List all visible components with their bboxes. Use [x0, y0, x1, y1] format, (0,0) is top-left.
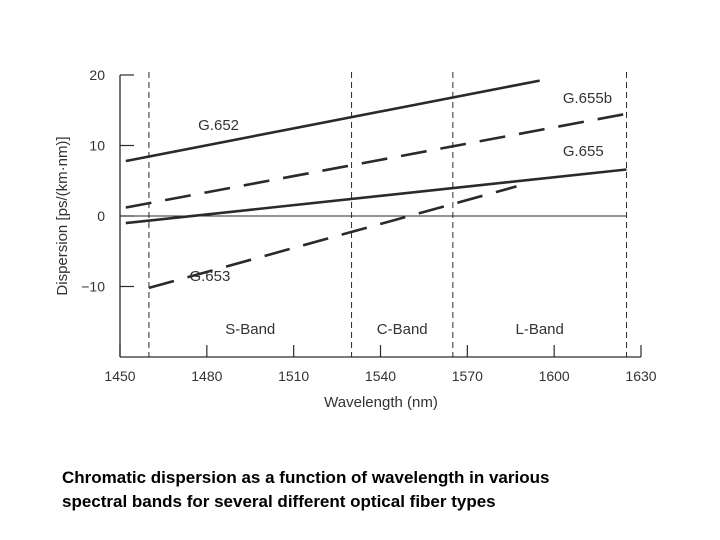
series-line-g655b	[125, 112, 627, 209]
x-tick-label: 1630	[625, 368, 656, 384]
caption-line-2: spectral bands for several different opt…	[62, 492, 496, 511]
y-tick-label: 20	[89, 67, 105, 83]
caption-line-1: Chromatic dispersion as a function of wa…	[62, 468, 550, 487]
y-tick-label: 0	[97, 208, 105, 224]
x-axis-title: Wavelength (nm)	[324, 394, 438, 411]
y-axis-title: Dispersion [ps/(km·nm)]	[54, 136, 71, 295]
axes: 20 10 0 −10 1450 1480 1510 1540 1570 1600 1630	[81, 67, 657, 384]
y-tick-label: −10	[81, 279, 105, 295]
series-line-g655	[125, 168, 627, 225]
series-label-g652: G.652	[198, 117, 239, 134]
band-label: C-Band	[377, 321, 428, 338]
series-line-g653	[148, 185, 517, 290]
x-tick-label: 1480	[191, 368, 222, 384]
series-label-g653: G.653	[189, 268, 230, 285]
x-tick-label: 1540	[365, 368, 396, 384]
x-tick-label: 1600	[539, 368, 570, 384]
x-tick-label: 1450	[104, 368, 135, 384]
y-tick-label: 10	[89, 138, 105, 154]
band-boundaries	[148, 72, 628, 357]
series-line-g652	[125, 79, 540, 163]
dispersion-chart: 20 10 0 −10 1450 1480 1510 1540 1570 1600 1630 S-B…	[54, 67, 657, 411]
x-tick-label: 1570	[452, 368, 483, 384]
band-label: L-Band	[516, 321, 564, 338]
figure-caption: Chromatic dispersion as a function of wa…	[62, 466, 702, 514]
series-label-g655: G.655	[563, 143, 604, 160]
x-tick-label: 1510	[278, 368, 309, 384]
chart-labels: S-Band C-Band L-Band G.652 G.655b G.655 G.653	[189, 90, 612, 338]
series-lines	[125, 79, 627, 290]
series-label-g655b: G.655b	[563, 90, 612, 107]
band-label: S-Band	[225, 321, 275, 338]
